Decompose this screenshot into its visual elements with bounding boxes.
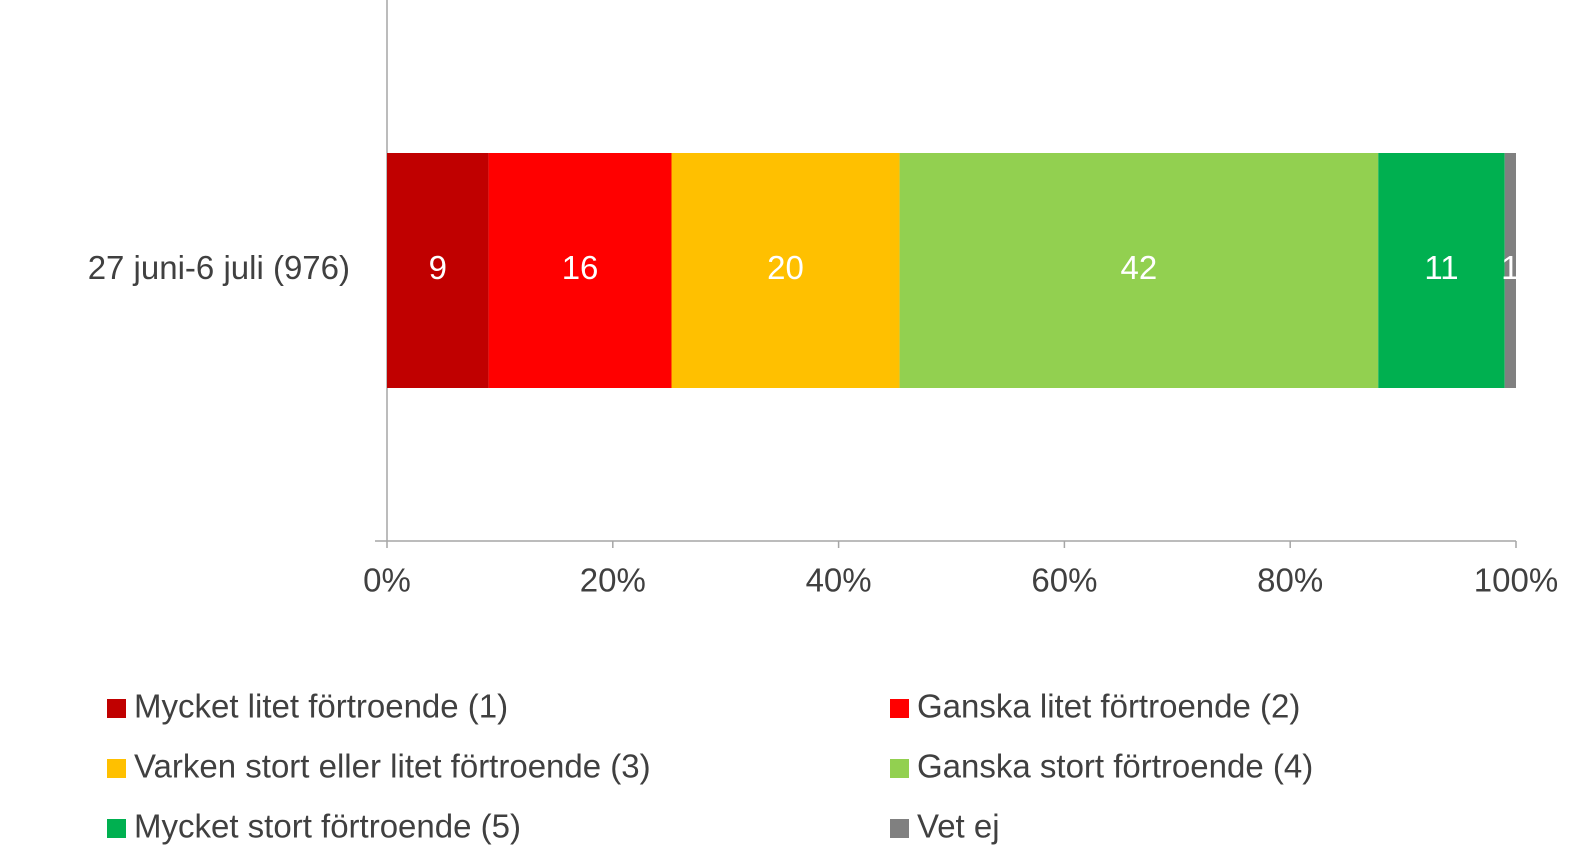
legend-swatch xyxy=(890,759,909,778)
bar-segment xyxy=(1504,153,1516,388)
legend-label: Mycket litet förtroende (1) xyxy=(134,688,508,725)
x-tick-label: 60% xyxy=(1031,562,1097,599)
x-tick-label: 20% xyxy=(580,562,646,599)
legend-swatch xyxy=(107,699,126,718)
bar-segment xyxy=(387,153,489,388)
data-label: 20 xyxy=(767,249,804,286)
legend-swatch xyxy=(890,819,909,838)
legend-swatch xyxy=(890,699,909,718)
data-label: 9 xyxy=(429,249,447,286)
y-tick-label: 27 juni-6 juli (976) xyxy=(88,249,350,286)
x-tick-label: 80% xyxy=(1257,562,1323,599)
legend-swatch xyxy=(107,819,126,838)
legend-label: Mycket stort förtroende (5) xyxy=(134,808,521,845)
data-label: 42 xyxy=(1121,249,1158,286)
legend-swatch xyxy=(107,759,126,778)
legend-label: Varken stort eller litet förtroende (3) xyxy=(134,748,651,785)
bar-segment xyxy=(488,153,672,388)
x-tick-label: 40% xyxy=(806,562,872,599)
legend-label: Ganska litet förtroende (2) xyxy=(917,688,1300,725)
legend-label: Vet ej xyxy=(917,808,1000,845)
x-tick-label: 100% xyxy=(1474,562,1558,599)
bar-segment xyxy=(899,153,1379,388)
x-tick-label: 0% xyxy=(363,562,411,599)
data-label: 11 xyxy=(1424,249,1458,286)
bar-segment xyxy=(1378,153,1505,388)
legend-label: Ganska stort förtroende (4) xyxy=(917,748,1313,785)
data-label: 1 xyxy=(1501,249,1519,286)
bar-segment xyxy=(671,153,900,388)
data-label: 16 xyxy=(562,249,599,286)
